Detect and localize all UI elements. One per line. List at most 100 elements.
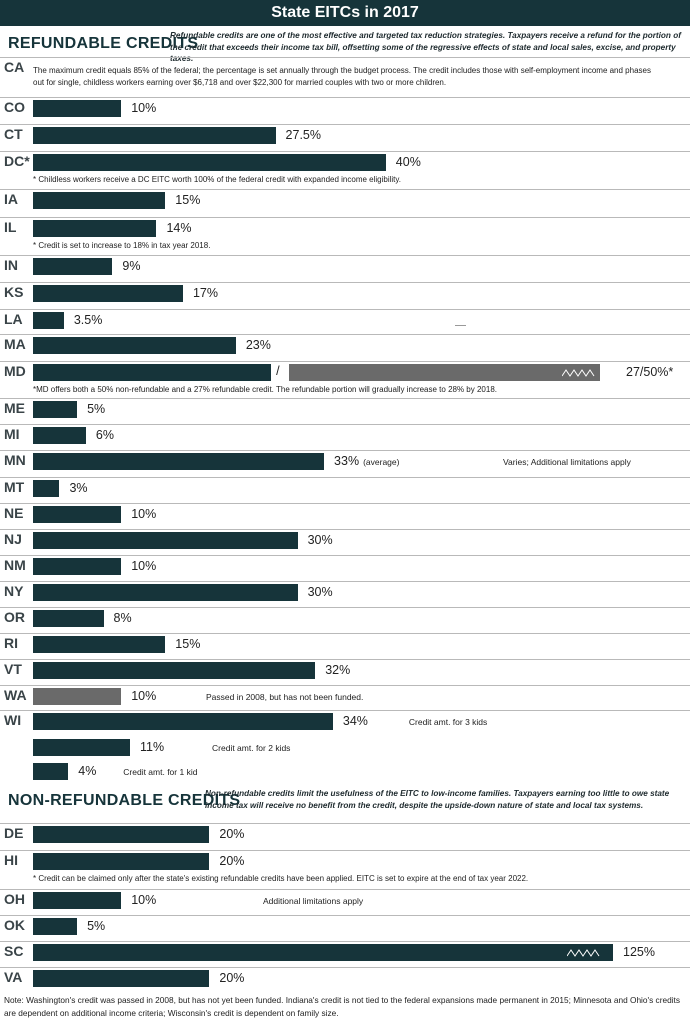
state-label-oh: OH (4, 891, 25, 907)
row-comment-mn: Varies; Additional limitations apply (503, 457, 631, 467)
state-label-ma: MA (4, 336, 26, 352)
state-label-va: VA (4, 969, 23, 985)
value-label-ma: 23% (245, 338, 271, 352)
bar-oh (33, 892, 122, 909)
row-separator (0, 398, 690, 399)
state-label-sc: SC (4, 943, 24, 959)
bar-il (33, 220, 157, 237)
row-comment-wa: Passed in 2008, but has not been funded. (206, 692, 364, 702)
value-label-il: 14% (166, 221, 192, 235)
bar-mn (33, 453, 325, 470)
value-label-nm: 10% (131, 559, 157, 573)
row-separator (0, 915, 690, 916)
state-label-la: LA (4, 311, 23, 327)
row-separator (0, 823, 690, 824)
bar-ct (33, 127, 276, 144)
state-label-co: CO (4, 99, 25, 115)
state-label-vt: VT (4, 661, 22, 677)
state-label-mi: MI (4, 426, 20, 442)
value-label-dc: 40% (395, 155, 421, 169)
row-separator (0, 889, 690, 890)
bar-gray-md (289, 364, 600, 381)
state-label-ca: CA (4, 59, 25, 75)
row-separator (0, 189, 690, 190)
value-sublabel-mn: (average) (363, 457, 400, 467)
row-note-md: *MD offers both a 50% non-refundable and… (33, 385, 497, 394)
value-label-sub-25: 4% (78, 764, 97, 778)
value-label-me: 5% (87, 402, 106, 416)
row-comment-wi: Credit amt. for 3 kids (408, 717, 488, 727)
state-label-ok: OK (4, 917, 25, 933)
state-label-or: OR (4, 609, 25, 625)
row-separator (0, 941, 690, 942)
value-label-oh: 10% (131, 893, 157, 907)
row-separator (0, 710, 690, 711)
value-label-ny: 30% (307, 585, 333, 599)
state-label-me: ME (4, 400, 25, 416)
bar-sub-25 (33, 763, 69, 780)
bar-nm (33, 558, 122, 575)
row-separator (0, 57, 690, 58)
value-label-ia: 15% (175, 193, 201, 207)
row-separator (0, 309, 690, 310)
value-label-hi: 20% (219, 854, 245, 868)
row-comment-sub-24: Credit amt. for 2 kids (212, 743, 291, 753)
bar-vt (33, 662, 316, 679)
refundable-description: Refundable credits are one of the most e… (170, 31, 681, 63)
value-label-co: 10% (131, 101, 157, 115)
ca-note-line-2: out for single, childless workers earnin… (33, 78, 447, 87)
row-separator (0, 334, 690, 335)
value-label-wa: 10% (131, 689, 157, 703)
state-label-ne: NE (4, 505, 24, 521)
row-separator (0, 151, 690, 152)
bar-wa (33, 688, 122, 705)
state-label-ks: KS (4, 284, 24, 300)
value-label-or: 8% (113, 611, 132, 625)
value-label-mi: 6% (95, 428, 114, 442)
row-separator (0, 97, 690, 98)
value-label-ct: 27.5% (285, 128, 321, 142)
value-label-wi: 34% (342, 714, 368, 728)
state-label-ct: CT (4, 126, 23, 142)
bar-ne (33, 506, 122, 523)
non-refundable-description: Non-refundable credits limit the usefuln… (205, 789, 670, 810)
row-separator (0, 659, 690, 660)
bar-divider-md: / (276, 364, 280, 378)
row-comment-oh: Additional limitations apply (263, 896, 364, 906)
row-separator (0, 450, 690, 451)
bar-va (33, 970, 210, 987)
footer-note: Note: Washington's credit was passed in … (4, 995, 680, 1018)
bar-wi (33, 713, 333, 730)
state-label-ia: IA (4, 191, 18, 207)
row-separator (0, 282, 690, 283)
row-separator (0, 361, 690, 362)
row-separator (0, 529, 690, 530)
row-separator (0, 685, 690, 686)
bar-co (33, 100, 122, 117)
row-note-hi: * Credit can be claimed only after the s… (33, 874, 529, 883)
bar-mt (33, 480, 60, 497)
state-label-ny: NY (4, 583, 24, 599)
state-label-in: IN (4, 257, 18, 273)
non-refundable-heading: NON-REFUNDABLE CREDITS (8, 792, 241, 809)
bar-in (33, 258, 113, 275)
row-comment-sub-25: Credit amt. for 1 kid (123, 767, 198, 777)
value-label-de: 20% (219, 827, 245, 841)
row-separator (0, 424, 690, 425)
ca-note-line-1: The maximum credit equals 85% of the fed… (33, 66, 651, 75)
axis-break-icon (562, 369, 595, 377)
state-label-wa: WA (4, 687, 27, 703)
bar-ia (33, 192, 166, 209)
refundable-heading: REFUNDABLE CREDITS (8, 35, 199, 52)
state-label-il: IL (4, 219, 17, 235)
value-label-nj: 30% (307, 533, 333, 547)
state-label-nm: NM (4, 557, 26, 573)
value-label-in: 9% (122, 259, 141, 273)
bar-ma (33, 337, 236, 354)
row-separator (0, 217, 690, 218)
value-label-ok: 5% (87, 919, 106, 933)
state-label-hi: HI (4, 852, 18, 868)
state-label-ri: RI (4, 635, 18, 651)
state-label-md: MD (4, 363, 26, 379)
row-separator (0, 581, 690, 582)
